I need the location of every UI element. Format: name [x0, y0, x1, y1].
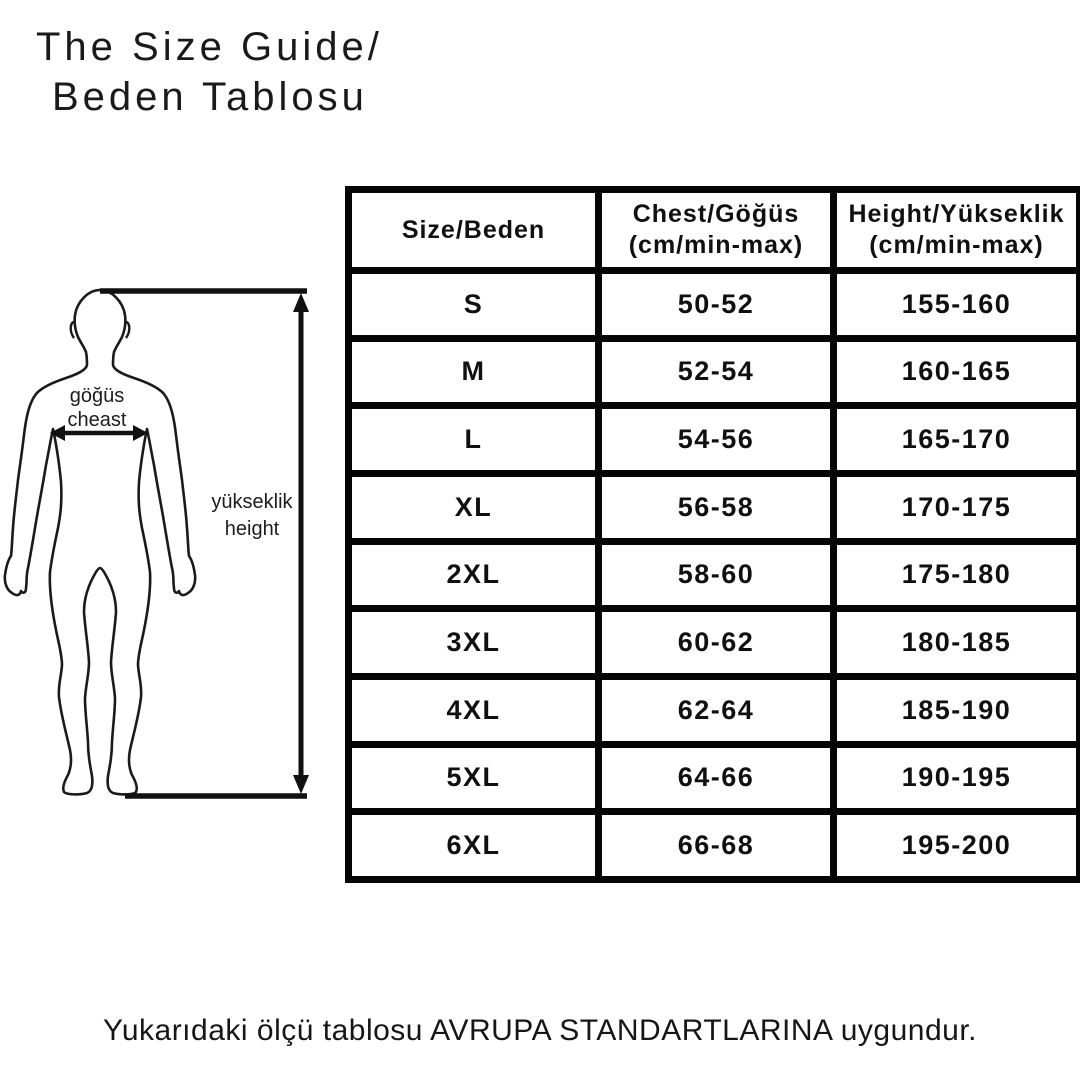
table-row: 6XL 66-68 195-200	[345, 808, 1080, 883]
cell-height: 180-185	[830, 605, 1080, 680]
standards-note: Yukarıdaki ölçü tablosu AVRUPA STANDARTL…	[102, 1014, 978, 1047]
body-outline	[3, 288, 197, 796]
table-row: S 50-52 155-160	[345, 267, 1080, 342]
cell-size: L	[345, 402, 602, 477]
cell-height: 195-200	[830, 808, 1080, 883]
height-label-english: height	[224, 518, 280, 540]
header-height: Height/Yükseklik (cm/min-max)	[830, 186, 1080, 274]
cell-height: 155-160	[830, 267, 1080, 342]
cell-chest: 52-54	[595, 334, 837, 410]
measurement-diagram: göğüs cheast yükseklik height	[0, 260, 340, 820]
height-arrow-icon	[293, 293, 309, 794]
table-row: 5XL 64-66 190-195	[345, 740, 1080, 816]
cell-chest: 58-60	[595, 537, 837, 613]
cell-size: S	[345, 267, 602, 342]
table-row: L 54-56 165-170	[345, 402, 1080, 477]
table-row: 3XL 60-62 180-185	[345, 605, 1080, 680]
table-row: 4XL 62-64 185-190	[345, 672, 1080, 748]
cell-chest: 66-68	[595, 808, 837, 883]
cell-height: 170-175	[830, 469, 1080, 545]
header-chest-title: Chest/Göğüs	[632, 200, 800, 228]
cell-chest: 56-58	[595, 469, 837, 545]
cell-chest: 64-66	[595, 740, 837, 816]
chest-label-english: cheast	[67, 409, 127, 431]
cell-size: 2XL	[345, 537, 602, 613]
cell-chest: 62-64	[595, 672, 837, 748]
header-chest-sub: (cm/min-max)	[628, 231, 804, 259]
human-silhouette-icon	[3, 288, 309, 799]
cell-height: 160-165	[830, 334, 1080, 410]
header-height-sub: (cm/min-max)	[869, 231, 1044, 259]
cell-chest: 54-56	[595, 402, 837, 477]
table-row: 2XL 58-60 175-180	[345, 537, 1080, 613]
cell-height: 175-180	[830, 537, 1080, 613]
header-size-title: Size/Beden	[401, 215, 546, 244]
cell-size: 6XL	[345, 808, 602, 883]
cell-size: 3XL	[345, 605, 602, 680]
cell-size: XL	[345, 469, 602, 545]
size-table: Size/Beden Chest/Göğüs (cm/min-max) Heig…	[345, 186, 1080, 883]
chest-label-turkish: göğüs	[69, 385, 125, 407]
header-height-title: Height/Yükseklik	[848, 200, 1065, 228]
cell-size: M	[345, 334, 602, 410]
page-title-line1: The Size Guide/	[36, 25, 383, 69]
ear-right-icon	[124, 320, 131, 339]
ear-left-icon	[69, 320, 76, 339]
header-size: Size/Beden	[345, 186, 602, 274]
cell-height: 190-195	[830, 740, 1080, 816]
cell-chest: 60-62	[595, 605, 837, 680]
header-chest: Chest/Göğüs (cm/min-max)	[595, 186, 837, 274]
page-title: The Size Guide/ Beden Tablosu	[36, 22, 383, 122]
cell-height: 185-190	[830, 672, 1080, 748]
cell-chest: 50-52	[595, 267, 837, 342]
page-title-line2: Beden Tablosu	[52, 75, 368, 119]
table-row: M 52-54 160-165	[345, 334, 1080, 410]
cell-size: 4XL	[345, 672, 602, 748]
cell-size: 5XL	[345, 740, 602, 816]
cell-height: 165-170	[830, 402, 1080, 477]
height-label-turkish: yükseklik	[211, 491, 293, 513]
chest-arrow-icon	[50, 425, 148, 441]
table-row: XL 56-58 170-175	[345, 469, 1080, 545]
table-header-row: Size/Beden Chest/Göğüs (cm/min-max) Heig…	[345, 186, 1080, 274]
